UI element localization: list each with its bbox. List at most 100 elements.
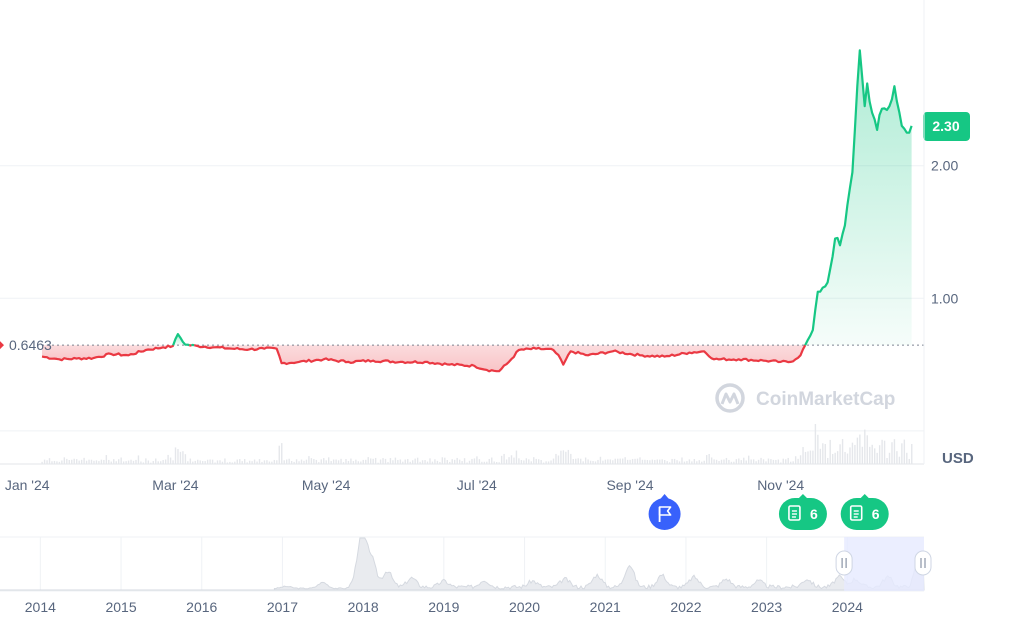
volume-bar	[629, 459, 631, 464]
price-line-down	[41, 344, 175, 362]
coinmarketcap-logo-icon	[715, 383, 745, 413]
volume-bar	[147, 460, 150, 464]
volume-bar	[56, 461, 58, 464]
watermark-text: CoinMarketCap	[756, 389, 895, 410]
volume-bar	[854, 444, 856, 464]
volume-bar	[273, 459, 276, 464]
volume-bar	[846, 453, 849, 464]
volume-bar	[740, 460, 742, 464]
volume-bar	[310, 458, 313, 464]
volume-bar	[177, 449, 179, 464]
navigator-right-handle[interactable]	[914, 550, 932, 576]
volume-bar	[340, 458, 342, 464]
volume-bar	[851, 442, 854, 464]
navigator-selection-window[interactable]	[844, 537, 924, 591]
volume-bar	[841, 439, 844, 464]
volume-bar	[93, 460, 95, 464]
volume-bar	[73, 458, 75, 464]
volume-bar	[708, 454, 710, 464]
volume-bar	[246, 462, 248, 464]
area-fills	[42, 50, 912, 372]
volume-bar	[367, 457, 369, 464]
volume-bar	[859, 434, 861, 464]
volume-bar	[365, 459, 367, 464]
volume-bar	[95, 460, 98, 464]
volume-bar	[752, 459, 755, 464]
volume-bar	[557, 455, 560, 464]
volume-bar	[429, 458, 431, 464]
navigator-year-label: 2015	[105, 599, 136, 615]
volume-bar	[644, 459, 646, 464]
volume-bar	[303, 460, 305, 464]
volume-bar	[369, 458, 372, 464]
volume-bar	[824, 444, 826, 464]
volume-bar	[182, 451, 184, 464]
volume-bars	[41, 424, 913, 464]
price-lines	[41, 49, 913, 373]
volume-bar	[619, 458, 621, 464]
volume-bar	[332, 459, 335, 464]
volume-bar	[542, 462, 545, 464]
volume-bar	[802, 447, 804, 464]
volume-bar	[206, 459, 209, 464]
volume-bar	[53, 460, 56, 464]
volume-bar	[221, 461, 224, 464]
volume-bar	[360, 461, 362, 464]
volume-bar	[491, 457, 493, 464]
volume-bar	[673, 458, 676, 464]
volume-bar	[466, 462, 468, 464]
volume-bar	[155, 458, 157, 464]
volume-bar	[584, 457, 587, 464]
volume-bar	[389, 458, 392, 464]
volume-bar	[434, 459, 436, 464]
event-news-marker[interactable]: 6	[840, 494, 889, 530]
volume-bar	[243, 459, 246, 464]
navigator-year-label: 2019	[428, 599, 459, 615]
navigator[interactable]: 2014 2015 2016 2017 2018 2019 2020 2021 2022 2023…	[0, 536, 932, 615]
volume-bar	[715, 459, 718, 464]
volume-bar	[634, 458, 636, 464]
volume-bar	[663, 459, 666, 464]
x-tick-label: Jan '24	[5, 477, 50, 493]
navigator-left-handle[interactable]	[835, 550, 853, 576]
volume-bar	[579, 458, 582, 464]
volume-bar	[898, 456, 901, 464]
volume-bar	[323, 458, 325, 464]
volume-bar	[345, 458, 347, 464]
volume-bar	[911, 444, 913, 464]
volume-bar	[705, 455, 708, 464]
volume-bar	[135, 459, 137, 464]
volume-bar	[876, 452, 878, 464]
volume-bar	[402, 461, 404, 464]
event-flag-marker[interactable]	[648, 494, 681, 530]
volume-bar	[896, 451, 898, 464]
volume-bar	[313, 459, 315, 464]
volume-bar	[416, 457, 419, 464]
volume-bar	[449, 461, 451, 464]
volume-bar	[750, 459, 752, 464]
volume-bar	[288, 458, 290, 464]
volume-bar	[893, 439, 896, 464]
reference-arrow-icon	[0, 341, 4, 350]
volume-bar	[300, 459, 303, 464]
area-above-baseline	[805, 50, 912, 346]
volume-bar	[234, 461, 236, 464]
volume-bar	[602, 460, 604, 464]
volume-bar	[167, 454, 169, 464]
volume-bar	[789, 461, 792, 464]
volume-bar	[651, 459, 654, 464]
volume-bar	[718, 461, 720, 464]
event-news-marker[interactable]: 6	[778, 494, 827, 530]
volume-bar	[337, 460, 340, 464]
volume-bar	[609, 459, 612, 464]
volume-bar	[318, 462, 320, 464]
volume-bar	[676, 460, 678, 464]
volume-bar	[293, 461, 295, 464]
volume-bar	[140, 461, 142, 464]
volume-bar	[587, 459, 589, 464]
volume-bar	[251, 461, 253, 464]
volume-bar	[103, 459, 105, 464]
volume-bar	[545, 461, 547, 464]
